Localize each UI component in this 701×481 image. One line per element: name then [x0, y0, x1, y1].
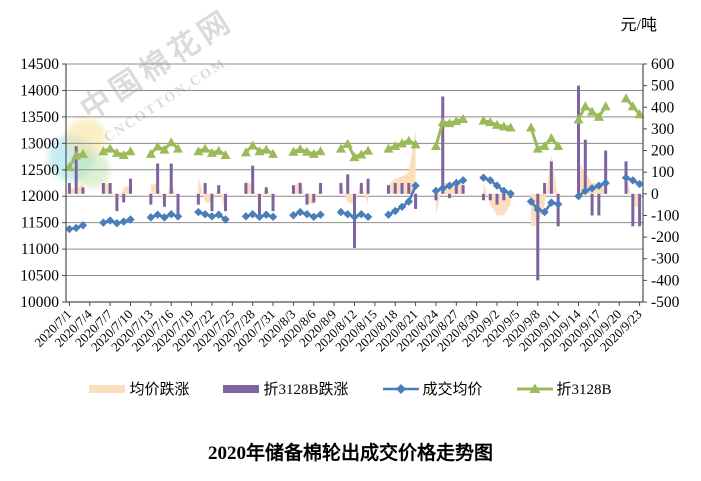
left-axis-tick-label: 10000 — [20, 294, 59, 311]
legend-item-b3128-change: 折3128B跌涨 — [223, 378, 349, 399]
left-axis-tick-label: 10500 — [20, 268, 59, 285]
legend-item-b3128-price: 折3128B — [516, 378, 612, 399]
right-axis-tick-label: -100 — [651, 207, 680, 224]
legend-label: 折3128B — [556, 382, 612, 398]
legend: 均价跌涨 折3128B跌涨 成交均价 折3128B — [0, 378, 701, 399]
triangle-line-swatch-icon — [516, 382, 553, 396]
right-axis-tick-label: 300 — [651, 121, 675, 138]
right-axis-tick-label: 400 — [651, 99, 675, 116]
legend-label: 成交均价 — [422, 382, 483, 398]
series-avg-price-line — [65, 173, 644, 234]
area-swatch-icon — [89, 382, 126, 396]
right-axis-tick-label: -400 — [651, 272, 680, 289]
left-axis-tick-label: 12500 — [20, 162, 59, 179]
left-axis-tick-label: 12000 — [20, 188, 59, 205]
left-axis-tick-label: 11000 — [21, 241, 59, 258]
right-axis-tick-label: -300 — [651, 251, 680, 268]
left-axis-tick-label: 13000 — [20, 135, 59, 152]
page-title: 2020年储备棉轮出成交价格走势图 — [207, 443, 493, 464]
series-b3128-price-line — [64, 93, 645, 172]
left-axis-tick-label: 13500 — [20, 109, 59, 126]
legend-label: 折3128B跌涨 — [263, 382, 349, 398]
unit-label: 元/吨 — [620, 17, 657, 34]
right-axis-tick-label: 500 — [651, 78, 675, 95]
right-axis-tick-label: 0 — [651, 186, 659, 203]
left-axis-tick-label: 14500 — [20, 56, 59, 73]
gridlines — [66, 63, 643, 303]
right-axis-tick-label: 600 — [651, 56, 675, 73]
right-axis-tick-label: -500 — [651, 294, 680, 311]
legend-item-avg-price: 成交均价 — [382, 378, 483, 399]
right-axis-tick-label: 200 — [651, 143, 675, 160]
right-axis-tick-label: -200 — [651, 229, 680, 246]
left-axis-tick-label: 11500 — [21, 215, 59, 232]
legend-label: 均价跌涨 — [129, 382, 190, 398]
diamond-line-swatch-icon — [382, 382, 419, 396]
axes: 14500 14000 13500 13000 12500 12000 11500 11000… — [20, 56, 679, 354]
left-axis-tick-label: 14000 — [20, 82, 59, 99]
right-axis-tick-label: 100 — [651, 164, 675, 181]
bar-swatch-icon — [223, 382, 260, 396]
legend-item-avg-change: 均价跌涨 — [89, 378, 189, 399]
